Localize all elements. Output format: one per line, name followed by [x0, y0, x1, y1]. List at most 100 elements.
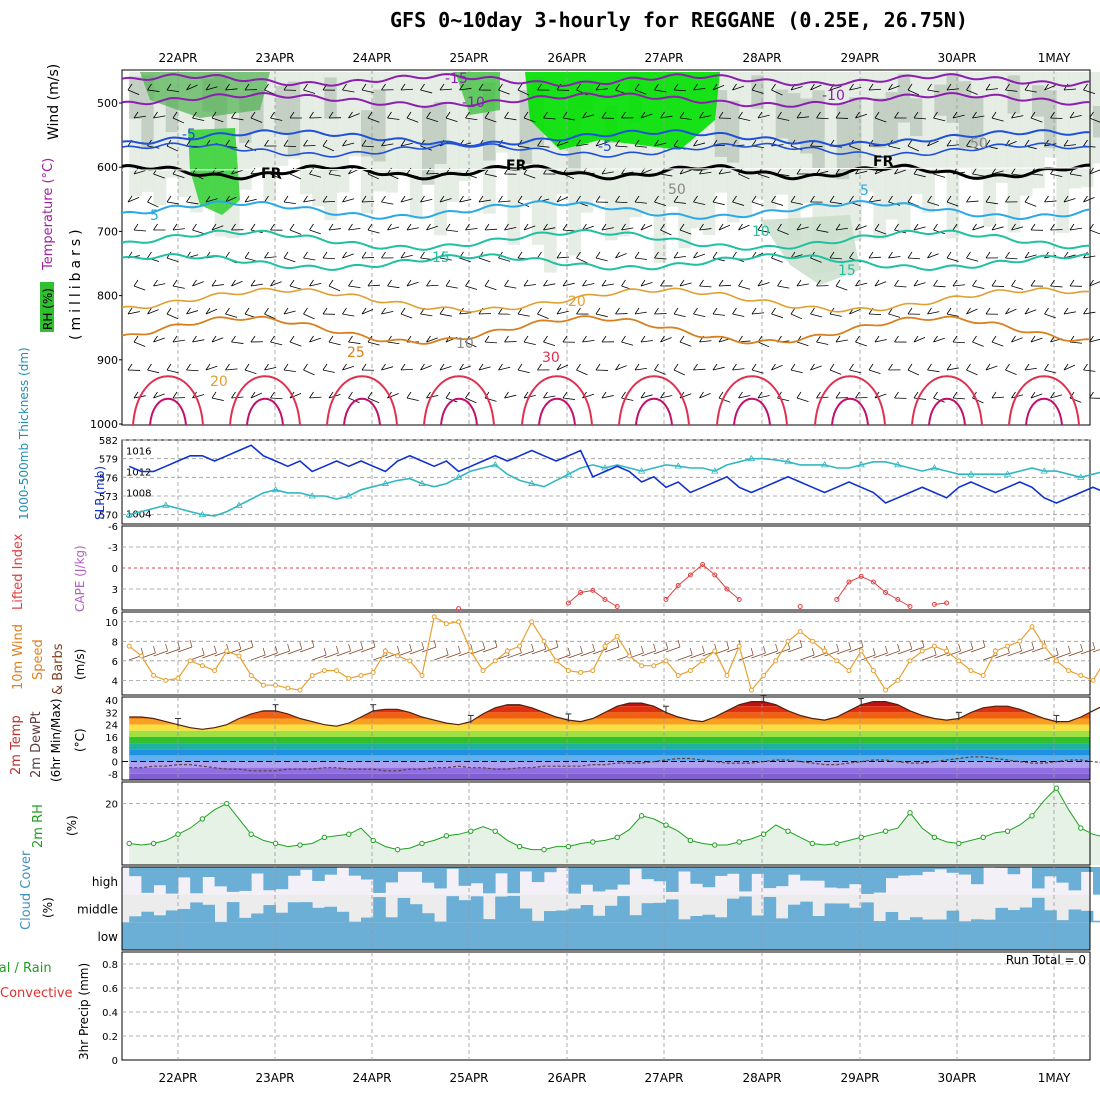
wind-barb-flag [946, 363, 952, 371]
wind-barb-10m-feather [409, 643, 412, 652]
precip-tick-label: 0.4 [102, 1008, 118, 1019]
wind-barb-flag [621, 335, 626, 343]
wind-barb-flag [523, 391, 529, 399]
temp-band [129, 701, 1090, 707]
wind-barb-flag [582, 223, 587, 231]
wind-barb-10m-feather [336, 645, 339, 654]
cloud-high-bar [239, 867, 252, 891]
contour-30 [1008, 375, 1080, 426]
wind-barb-10m-feather [275, 645, 278, 654]
wind-barb [309, 337, 321, 343]
wind-barb [147, 369, 160, 374]
wind-barb-10m-feather [214, 645, 217, 654]
cloud-high-bar [910, 867, 923, 876]
wind-barb-flag [634, 307, 640, 315]
wind-barb [1083, 255, 1096, 259]
wind-barb-flag [133, 167, 139, 175]
wind-barb [816, 341, 829, 345]
cloud-mid-bar [483, 919, 496, 923]
wind-barb [732, 368, 745, 371]
wind-barb [849, 145, 861, 151]
wind-barb [673, 89, 687, 92]
wind-barb-flag [615, 139, 620, 147]
panel-frame-upper [121, 69, 1091, 426]
wind-barb [420, 313, 433, 317]
wind-barb-flag [231, 111, 236, 119]
wind-barb-flag [712, 251, 718, 259]
wind-barb [465, 117, 478, 121]
wind-barb-flag [211, 223, 217, 231]
wind-barb-flag [205, 363, 211, 371]
wind-barb [718, 171, 731, 175]
wind-barb-flag [1011, 167, 1016, 175]
wind-barb [322, 200, 336, 203]
wind-barb-flag [660, 391, 665, 399]
wind-barb [868, 369, 881, 374]
wind-barb [966, 257, 979, 262]
wind-barb-flag [855, 223, 860, 231]
contour-label: FR [873, 154, 894, 170]
cloud-level-label: low [98, 930, 119, 944]
wind-barb [913, 336, 926, 343]
wind-barb-flag [1011, 223, 1016, 231]
wind-barb-flag [1083, 195, 1088, 203]
contour-label: -5 [598, 139, 612, 155]
cloud-mid-bar [422, 913, 435, 923]
wind-barb-flag [309, 335, 314, 343]
wind-barb [225, 196, 237, 203]
wind-barb-flag [751, 363, 757, 371]
wind-barb [543, 395, 556, 399]
wind-barb-flag [771, 195, 776, 203]
wind-barb-flag [523, 279, 529, 287]
cloud-high-bar [946, 867, 960, 873]
rh-2m-point [1078, 825, 1084, 831]
wind-barb-flag [933, 335, 938, 343]
wind-barb-flag [205, 83, 211, 91]
lifted-index-point [797, 604, 803, 609]
wind-barb-10m [190, 654, 205, 661]
wind-barb-10m-feather [836, 643, 839, 652]
wind-barb [771, 201, 784, 206]
wind-barb-flag [660, 223, 665, 231]
wind-barb [732, 201, 745, 206]
wind-barb-flag [790, 251, 796, 259]
wind-barb-flag [322, 307, 328, 315]
wind-barb [289, 285, 302, 290]
wind-barb-flag [517, 251, 523, 259]
wind-barb-flag [543, 335, 548, 343]
cloud-mid-bar [141, 911, 154, 923]
cloud-high-bar [1056, 867, 1069, 883]
wind-barb [400, 368, 414, 371]
wind-barb-flag [400, 139, 406, 147]
wind-barb-flag [576, 195, 581, 203]
wind-barb-10m-feather [616, 639, 620, 648]
wind-barb-flag [894, 167, 899, 175]
wind-barb [972, 115, 985, 119]
cloud-high-bar [568, 867, 581, 894]
wind-speed-point [895, 677, 901, 683]
wind-barb-flag [894, 223, 899, 231]
wind-barb [757, 229, 770, 233]
wind-barb-flag [927, 251, 932, 259]
wind-barb [478, 199, 491, 203]
wind-barb-flag [1050, 223, 1055, 231]
wind-barb [874, 393, 887, 399]
rh-2m-point [785, 828, 791, 834]
wind-barb-10m-feather [348, 643, 351, 652]
cloud-high-bar [287, 867, 301, 876]
rh-2m-series [129, 787, 1100, 851]
wind-barb-flag [835, 223, 841, 231]
wind-barb-flag [693, 83, 698, 91]
rh-cell [1093, 106, 1100, 138]
wind-tick-label: 6 [112, 657, 118, 668]
wind-barb-flag [348, 167, 353, 175]
wind-barb [894, 169, 906, 175]
lifted-index-point [614, 604, 620, 609]
rh-cell [910, 98, 923, 137]
wind-barb [829, 86, 842, 91]
wind-barb [309, 396, 322, 399]
wind-barb [1011, 337, 1023, 343]
wind-barb [654, 369, 666, 375]
wind-barb [309, 282, 322, 287]
wind-barb-flag [250, 167, 256, 175]
